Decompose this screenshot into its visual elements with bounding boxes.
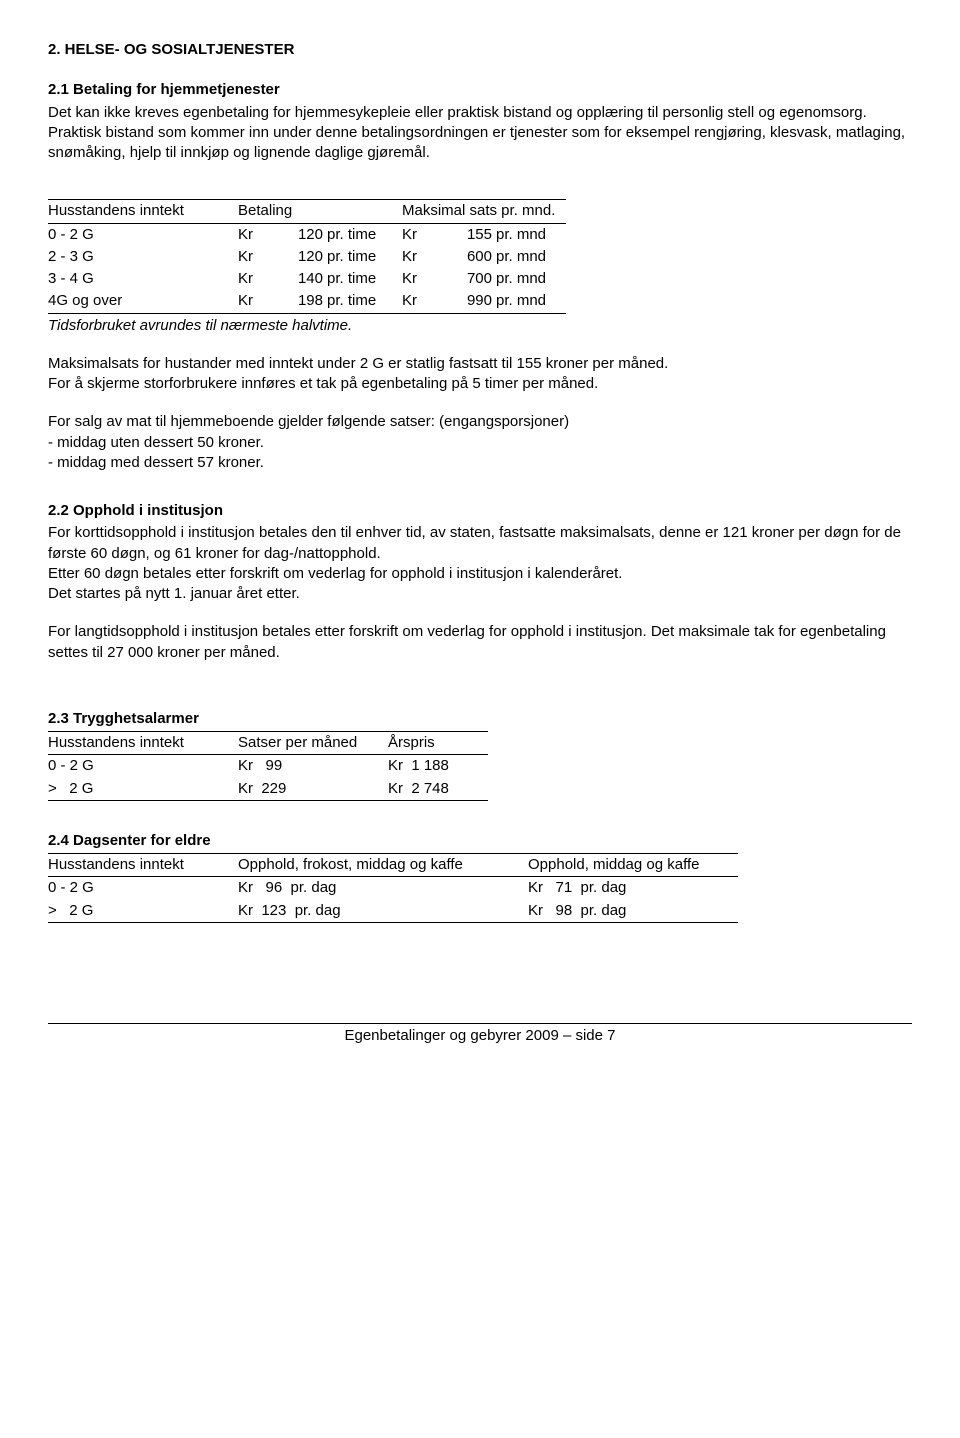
t2-h3: Årspris: [388, 732, 488, 755]
table1-note: Tidsforbruket avrundes til nærmeste halv…: [48, 316, 912, 336]
main-heading: 2. HELSE- OG SOSIALTJENESTER: [48, 40, 912, 60]
t1-h2: Betaling: [238, 200, 402, 223]
t2-h1: Husstandens inntekt: [48, 732, 238, 755]
table-hjemmetjenester: Husstandens inntekt Betaling Maksimal sa…: [48, 199, 566, 313]
t3-h2: Opphold, frokost, middag og kaffe: [238, 854, 528, 877]
table-row: 0 - 2 G Kr 99 Kr 1 188: [48, 755, 488, 778]
sec21b-p2: For å skjerme storforbrukere innføres et…: [48, 374, 912, 394]
t2-h2: Satser per måned: [238, 732, 388, 755]
page-footer: Egenbetalinger og gebyrer 2009 – side 7: [48, 1023, 912, 1046]
sec21b-li1: - middag uten dessert 50 kroner.: [48, 433, 912, 453]
sec21b-li2: - middag med dessert 57 kroner.: [48, 453, 912, 473]
sec21b-p3: For salg av mat til hjemmeboende gjelder…: [48, 412, 912, 432]
sec21-p1: Det kan ikke kreves egenbetaling for hje…: [48, 103, 912, 123]
sec21-p2: Praktisk bistand som kommer inn under de…: [48, 123, 912, 164]
t1-h1: Husstandens inntekt: [48, 200, 238, 223]
table-dagsenter: Husstandens inntekt Opphold, frokost, mi…: [48, 853, 738, 923]
table-row: 2 - 3 G Kr 120 pr. time Kr 600 pr. mnd: [48, 246, 566, 268]
table-row: 3 - 4 G Kr 140 pr. time Kr 700 pr. mnd: [48, 268, 566, 290]
sec22-p3: Det startes på nytt 1. januar året etter…: [48, 584, 912, 604]
t3-h3: Opphold, middag og kaffe: [528, 854, 738, 877]
sec24-title: 2.4 Dagsenter for eldre: [48, 831, 912, 851]
table-row: > 2 G Kr 229 Kr 2 748: [48, 778, 488, 801]
table-trygghetsalarmer: Husstandens inntekt Satser per måned Års…: [48, 731, 488, 801]
sec22-title: 2.2 Opphold i institusjon: [48, 501, 912, 521]
t1-h3: Maksimal sats pr. mnd.: [402, 200, 566, 223]
sec22-p2: Etter 60 døgn betales etter forskrift om…: [48, 564, 912, 584]
sec22-p4: For langtidsopphold i institusjon betale…: [48, 622, 912, 663]
sec21b-p1: Maksimalsats for hustander med inntekt u…: [48, 354, 912, 374]
table-row: > 2 G Kr 123 pr. dag Kr 98 pr. dag: [48, 900, 738, 923]
sec21-title: 2.1 Betaling for hjemmetjenester: [48, 80, 912, 100]
sec22-p1: For korttidsopphold i institusjon betale…: [48, 523, 912, 564]
table-row: 4G og over Kr 198 pr. time Kr 990 pr. mn…: [48, 290, 566, 313]
table-row: 0 - 2 G Kr 96 pr. dag Kr 71 pr. dag: [48, 877, 738, 900]
sec23-title: 2.3 Trygghetsalarmer: [48, 709, 912, 729]
t3-h1: Husstandens inntekt: [48, 854, 238, 877]
table-row: 0 - 2 G Kr 120 pr. time Kr 155 pr. mnd: [48, 223, 566, 246]
